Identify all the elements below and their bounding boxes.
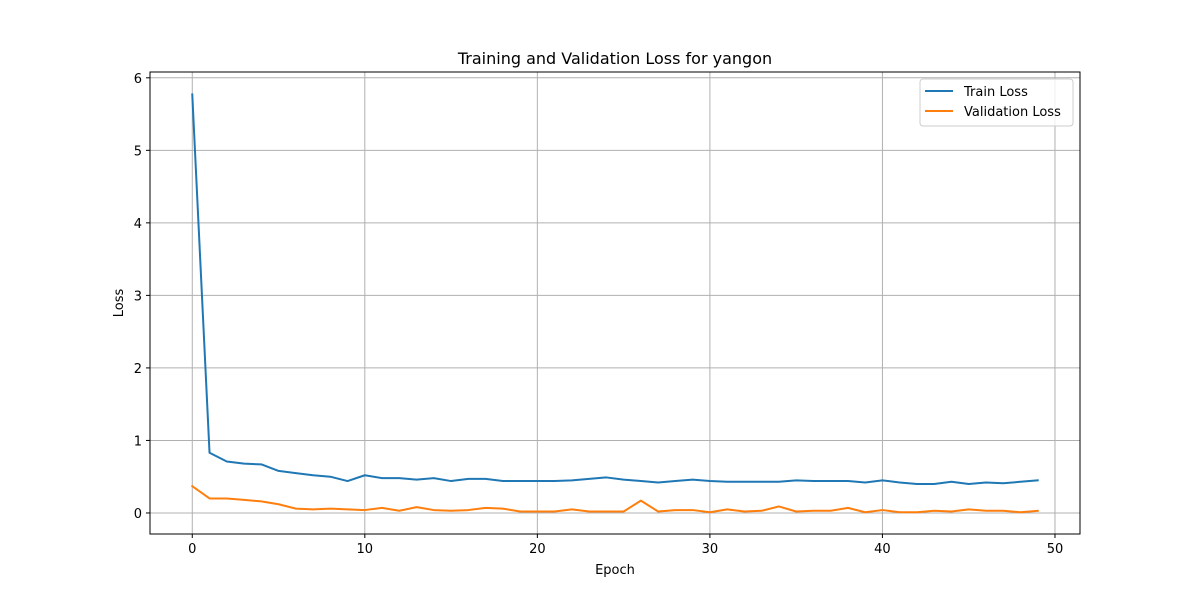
y-tick-label: 2 xyxy=(134,362,142,377)
x-tick-label: 30 xyxy=(702,542,719,557)
y-tick-label: 1 xyxy=(134,434,142,449)
series-lines xyxy=(190,93,1039,514)
legend: Train Loss Validation Loss xyxy=(919,78,1074,127)
plot-frame xyxy=(149,71,1081,535)
y-tick-label: 3 xyxy=(134,289,142,304)
y-axis-label: Loss xyxy=(112,289,127,318)
x-tick-label: 50 xyxy=(1047,542,1064,557)
legend-label: Train Loss xyxy=(963,85,1028,100)
x-tick-label: 40 xyxy=(874,542,891,557)
x-tick-label: 0 xyxy=(188,542,196,557)
y-tick-label: 5 xyxy=(134,144,142,159)
series-line-train-loss xyxy=(191,93,1039,485)
series-line-validation-loss xyxy=(190,484,1039,514)
y-tick-label: 4 xyxy=(134,217,142,232)
legend-box xyxy=(919,78,1074,127)
y-tick-label: 6 xyxy=(134,72,142,87)
x-tick-label: 10 xyxy=(357,542,374,557)
axis-ticks: 0 10 20 30 40 50 0 1 2 3 4 5 6 xyxy=(134,72,1064,557)
grid xyxy=(150,72,1080,534)
y-tick-label: 0 xyxy=(134,507,142,522)
x-tick-label: 20 xyxy=(529,542,546,557)
chart-title: Training and Validation Loss for yangon xyxy=(457,49,772,68)
legend-label: Validation Loss xyxy=(964,105,1061,120)
x-axis-label: Epoch xyxy=(595,563,635,578)
